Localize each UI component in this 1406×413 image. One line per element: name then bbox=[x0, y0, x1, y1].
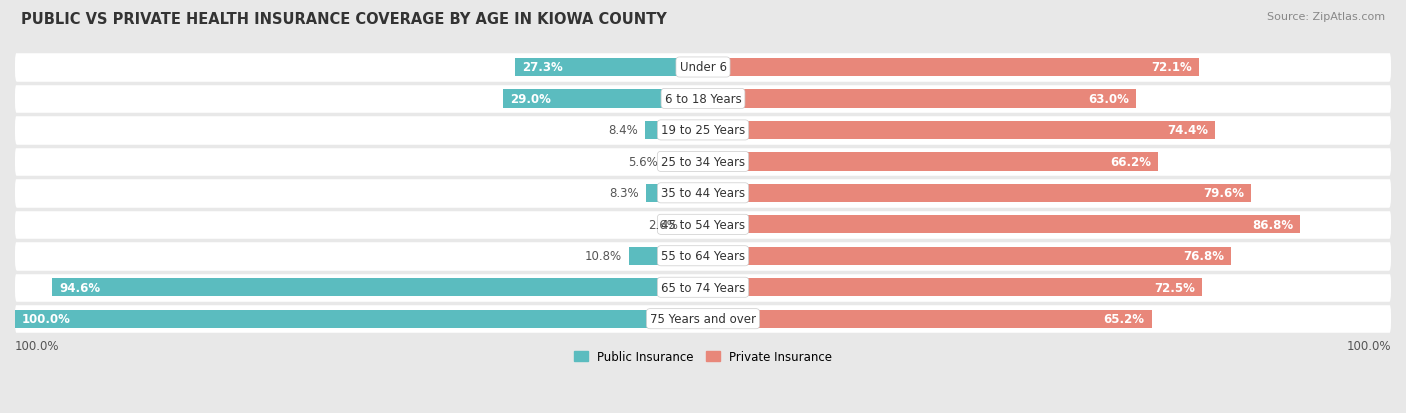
Bar bbox=[515, 59, 703, 77]
Text: 19 to 25 Years: 19 to 25 Years bbox=[661, 124, 745, 137]
Text: 86.8%: 86.8% bbox=[1253, 218, 1294, 231]
Bar bbox=[703, 153, 1159, 171]
Text: 8.4%: 8.4% bbox=[609, 124, 638, 137]
Bar bbox=[503, 90, 703, 108]
Text: 66.2%: 66.2% bbox=[1111, 156, 1152, 169]
Text: 75 Years and over: 75 Years and over bbox=[650, 313, 756, 325]
FancyBboxPatch shape bbox=[15, 147, 1391, 177]
Bar bbox=[685, 216, 703, 234]
Text: 65 to 74 Years: 65 to 74 Years bbox=[661, 281, 745, 294]
Legend: Public Insurance, Private Insurance: Public Insurance, Private Insurance bbox=[569, 346, 837, 368]
Text: 2.6%: 2.6% bbox=[648, 218, 678, 231]
Bar bbox=[703, 247, 1232, 265]
Text: 27.3%: 27.3% bbox=[522, 62, 562, 74]
Text: 5.6%: 5.6% bbox=[628, 156, 658, 169]
Text: 79.6%: 79.6% bbox=[1202, 187, 1244, 200]
Text: 76.8%: 76.8% bbox=[1184, 250, 1225, 263]
Text: PUBLIC VS PRIVATE HEALTH INSURANCE COVERAGE BY AGE IN KIOWA COUNTY: PUBLIC VS PRIVATE HEALTH INSURANCE COVER… bbox=[21, 12, 666, 27]
Text: 74.4%: 74.4% bbox=[1167, 124, 1208, 137]
Text: Under 6: Under 6 bbox=[679, 62, 727, 74]
Text: 35 to 44 Years: 35 to 44 Years bbox=[661, 187, 745, 200]
FancyBboxPatch shape bbox=[15, 52, 1391, 83]
Bar bbox=[703, 216, 1301, 234]
Bar bbox=[703, 121, 1215, 140]
Text: 65.2%: 65.2% bbox=[1104, 313, 1144, 325]
FancyBboxPatch shape bbox=[15, 241, 1391, 271]
Text: 72.1%: 72.1% bbox=[1152, 62, 1192, 74]
Bar bbox=[703, 310, 1152, 328]
Text: 10.8%: 10.8% bbox=[585, 250, 621, 263]
Text: 100.0%: 100.0% bbox=[22, 313, 70, 325]
FancyBboxPatch shape bbox=[15, 304, 1391, 334]
FancyBboxPatch shape bbox=[15, 272, 1391, 303]
Bar bbox=[15, 310, 703, 328]
Bar bbox=[628, 247, 703, 265]
Bar bbox=[703, 90, 1136, 108]
FancyBboxPatch shape bbox=[15, 209, 1391, 240]
Bar bbox=[645, 121, 703, 140]
Bar bbox=[703, 59, 1199, 77]
Text: 100.0%: 100.0% bbox=[15, 339, 59, 352]
FancyBboxPatch shape bbox=[15, 84, 1391, 114]
Text: 29.0%: 29.0% bbox=[510, 93, 551, 106]
Bar bbox=[645, 184, 703, 202]
Text: 55 to 64 Years: 55 to 64 Years bbox=[661, 250, 745, 263]
Text: 25 to 34 Years: 25 to 34 Years bbox=[661, 156, 745, 169]
FancyBboxPatch shape bbox=[15, 178, 1391, 209]
Text: 100.0%: 100.0% bbox=[1347, 339, 1391, 352]
Text: 45 to 54 Years: 45 to 54 Years bbox=[661, 218, 745, 231]
FancyBboxPatch shape bbox=[15, 115, 1391, 146]
Bar bbox=[703, 278, 1202, 297]
Text: 6 to 18 Years: 6 to 18 Years bbox=[665, 93, 741, 106]
Bar bbox=[703, 184, 1251, 202]
Text: Source: ZipAtlas.com: Source: ZipAtlas.com bbox=[1267, 12, 1385, 22]
Bar bbox=[52, 278, 703, 297]
Text: 63.0%: 63.0% bbox=[1088, 93, 1129, 106]
Text: 72.5%: 72.5% bbox=[1154, 281, 1195, 294]
Text: 8.3%: 8.3% bbox=[609, 187, 638, 200]
Bar bbox=[665, 153, 703, 171]
Text: 94.6%: 94.6% bbox=[59, 281, 100, 294]
